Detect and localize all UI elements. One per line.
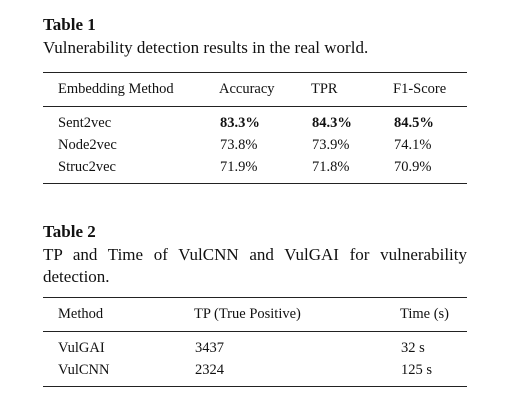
table-row: VulCNN 2324 125 s: [43, 359, 467, 387]
table1-cell-tpr: 84.3%: [312, 114, 352, 131]
table2-cell-method: VulGAI: [58, 339, 105, 356]
table2-header-time: Time (s): [400, 306, 450, 322]
table2-header-row: Method TP (True Positive) Time (s): [43, 298, 467, 332]
table-row: Struc2vec 71.9% 71.8% 70.9%: [43, 156, 467, 184]
table1-cell-tpr: 73.9%: [312, 136, 350, 153]
table-row: Node2vec 73.8% 73.9% 74.1%: [43, 134, 467, 156]
table1: Embedding Method Accuracy TPR F1-Score S…: [43, 72, 467, 184]
table1-cell-accuracy: 83.3%: [220, 114, 260, 131]
table1-cell-accuracy: 71.9%: [220, 158, 258, 175]
table-row: VulGAI 3437 32 s: [43, 332, 467, 360]
table2-label: Table 2: [43, 222, 96, 241]
table2-cell-time: 32 s: [401, 339, 425, 356]
table1-label: Table 1: [43, 15, 96, 34]
table2-header-method: Method: [58, 306, 104, 322]
table2-cell-method: VulCNN: [58, 361, 110, 378]
table1-header-tpr: TPR: [311, 81, 338, 97]
table1-cell-tpr: 71.8%: [312, 158, 350, 175]
table1-cell-method: Sent2vec: [58, 114, 112, 131]
table1-cell-f1-score: 70.9%: [394, 158, 432, 175]
table1-header-embedding-method: Embedding Method: [58, 81, 174, 97]
table1-caption: Vulnerability detection results in the r…: [43, 38, 369, 57]
table1-block: Table 1 Vulnerability detection results …: [43, 15, 467, 184]
table2-header-tp: TP (True Positive): [194, 306, 301, 322]
table1-cell-method: Node2vec: [58, 136, 117, 153]
table-row: Sent2vec 83.3% 84.3% 84.5%: [43, 107, 467, 135]
table1-header-row: Embedding Method Accuracy TPR F1-Score: [43, 73, 467, 107]
table1-cell-accuracy: 73.8%: [220, 136, 258, 153]
table1-cell-method: Struc2vec: [58, 158, 116, 175]
table2-cell-tp: 2324: [195, 361, 224, 378]
table1-cell-f1-score: 74.1%: [394, 136, 432, 153]
table2: Method TP (True Positive) Time (s) VulGA…: [43, 297, 467, 387]
table1-cell-f1-score: 84.5%: [394, 114, 434, 131]
table2-cell-time: 125 s: [401, 361, 433, 378]
table2-cell-tp: 3437: [195, 339, 224, 356]
table1-header-f1-score: F1-Score: [393, 81, 447, 97]
table2-block: Table 2 TP and Time of VulCNN and VulGAI…: [43, 222, 467, 387]
table1-header-accuracy: Accuracy: [219, 81, 275, 97]
table2-caption: TP and Time of VulCNN and VulGAI for vul…: [43, 245, 467, 286]
